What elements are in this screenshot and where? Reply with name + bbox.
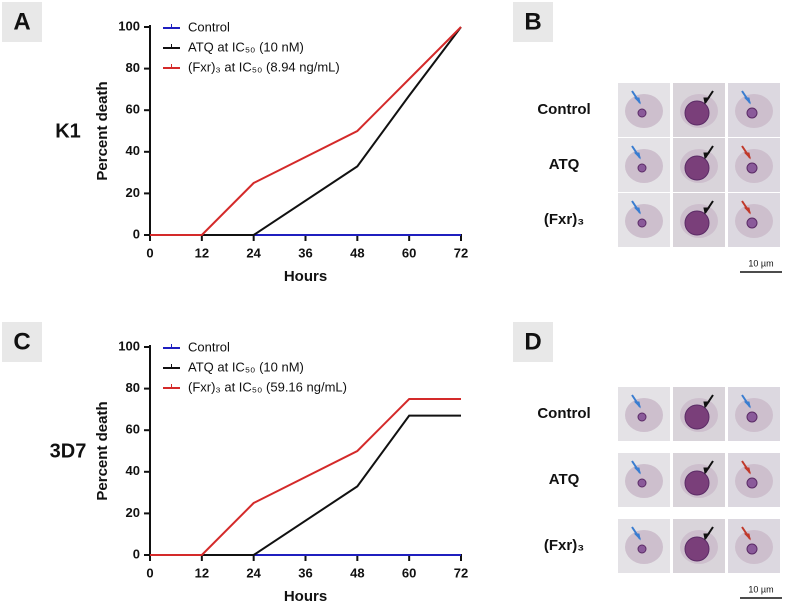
arrow-head xyxy=(633,467,641,475)
y-axis-label: Percent death xyxy=(94,401,111,500)
y-tick-label: 40 xyxy=(126,463,140,478)
x-tick-label: 60 xyxy=(402,245,416,260)
y-tick-label: 80 xyxy=(126,60,140,75)
arrow-head xyxy=(743,467,751,475)
arrow-head xyxy=(703,152,711,160)
x-tick-label: 24 xyxy=(246,565,261,580)
arrow-head xyxy=(743,152,751,160)
scale-bar-label: 10 µm xyxy=(748,584,773,594)
arrow-head xyxy=(703,401,711,409)
row-label: Control xyxy=(537,405,590,422)
legend-label: ATQ at IC₅₀ (10 nM) xyxy=(188,359,304,374)
arrow-head xyxy=(703,467,711,475)
parasite xyxy=(684,155,710,181)
parasite xyxy=(746,217,758,229)
x-tick-label: 0 xyxy=(146,245,153,260)
panel-label: B xyxy=(524,8,541,35)
data-line xyxy=(150,26,462,236)
legend-label: Control xyxy=(188,339,230,354)
parasite xyxy=(684,404,710,430)
arrow-head xyxy=(633,152,641,160)
row-label: (Fxr)₃ xyxy=(544,537,584,554)
parasite xyxy=(684,536,710,562)
parasite xyxy=(746,107,758,119)
x-tick-label: 36 xyxy=(298,245,312,260)
arrow-head xyxy=(743,97,751,105)
x-axis-label: Hours xyxy=(284,588,327,605)
x-tick-label: 12 xyxy=(195,245,209,260)
panel-label: A xyxy=(13,8,30,35)
x-tick-label: 0 xyxy=(146,565,153,580)
parasite xyxy=(746,477,758,489)
x-axis-label: Hours xyxy=(284,268,327,285)
y-tick-label: 60 xyxy=(126,422,140,437)
parasite xyxy=(684,470,710,496)
strain-label: 3D7 xyxy=(50,440,87,462)
panel-label: C xyxy=(13,328,30,355)
scale-bar-label: 10 µm xyxy=(748,258,773,268)
y-axis-label: Percent death xyxy=(94,81,111,180)
x-tick-label: 12 xyxy=(195,565,209,580)
parasite xyxy=(684,210,710,236)
data-line xyxy=(150,398,461,556)
parasite xyxy=(746,411,758,423)
arrow-head xyxy=(703,533,711,541)
parasite xyxy=(637,544,647,554)
legend-label: (Fxr)₃ at IC₅₀ (59.16 ng/mL) xyxy=(188,379,347,394)
y-tick-label: 20 xyxy=(126,505,140,520)
arrow-head xyxy=(703,97,711,105)
x-tick-label: 48 xyxy=(350,245,364,260)
data-line xyxy=(150,26,462,236)
parasite xyxy=(637,412,647,422)
legend-label: (Fxr)₃ at IC₅₀ (8.94 ng/mL) xyxy=(188,59,340,74)
y-tick-label: 60 xyxy=(126,102,140,117)
panel-label: D xyxy=(524,328,541,355)
y-tick-label: 80 xyxy=(126,380,140,395)
parasite xyxy=(746,162,758,174)
x-tick-label: 60 xyxy=(402,565,416,580)
y-tick-label: 20 xyxy=(126,185,140,200)
arrow-head xyxy=(633,401,641,409)
x-tick-label: 36 xyxy=(298,565,312,580)
x-tick-label: 48 xyxy=(350,565,364,580)
row-label: (Fxr)₃ xyxy=(544,211,584,228)
arrow-head xyxy=(633,207,641,215)
x-tick-label: 72 xyxy=(454,245,468,260)
arrow-head xyxy=(633,533,641,541)
panel-label-box xyxy=(2,322,42,362)
strain-label: K1 xyxy=(55,120,81,142)
panel-label-box xyxy=(513,322,553,362)
row-label: ATQ xyxy=(549,471,580,488)
parasite xyxy=(637,163,647,173)
y-tick-label: 0 xyxy=(133,546,140,561)
parasite xyxy=(746,543,758,555)
row-label: ATQ xyxy=(549,156,580,173)
panel-label-box xyxy=(513,2,553,42)
y-tick-label: 100 xyxy=(118,338,140,353)
y-tick-label: 40 xyxy=(126,143,140,158)
parasite xyxy=(637,478,647,488)
arrow-head xyxy=(633,97,641,105)
y-tick-label: 100 xyxy=(118,18,140,33)
y-tick-label: 0 xyxy=(133,226,140,241)
panel-label-box xyxy=(2,2,42,42)
x-tick-label: 72 xyxy=(454,565,468,580)
legend-label: ATQ at IC₅₀ (10 nM) xyxy=(188,39,304,54)
x-tick-label: 24 xyxy=(246,245,261,260)
arrow-head xyxy=(743,533,751,541)
arrow-head xyxy=(743,207,751,215)
arrow-head xyxy=(703,207,711,215)
parasite xyxy=(637,108,647,118)
parasite xyxy=(684,100,710,126)
data-line xyxy=(150,414,461,556)
arrow-head xyxy=(743,401,751,409)
row-label: Control xyxy=(537,101,590,118)
legend-label: Control xyxy=(188,19,230,34)
parasite xyxy=(637,218,647,228)
